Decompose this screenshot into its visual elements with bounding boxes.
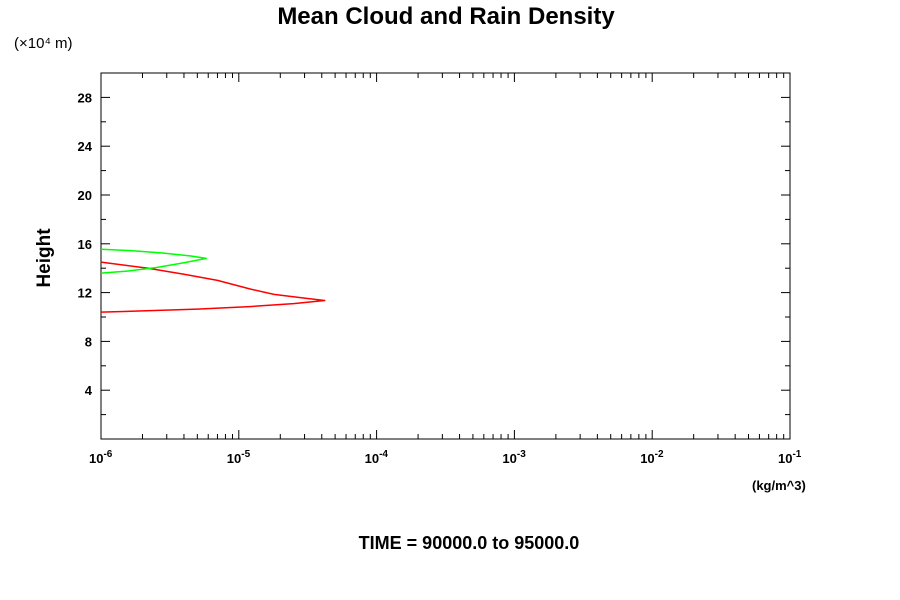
y-tick-label: 28 xyxy=(78,90,92,105)
series-line-2 xyxy=(100,248,207,274)
x-tick-label: 10-6 xyxy=(89,449,113,466)
time-range-label: TIME = 90000.0 to 95000.0 xyxy=(359,533,580,553)
axis-ticks xyxy=(100,73,791,439)
y-tick-label: 20 xyxy=(78,188,92,203)
y-tick-label: 24 xyxy=(78,139,93,154)
y-tick-label: 16 xyxy=(78,237,92,252)
y-tick-label: 12 xyxy=(78,286,92,301)
y-tick-labels: 4 8 12 16 20 24 28 xyxy=(78,90,93,398)
y-tick-label: 8 xyxy=(85,334,92,349)
x-axis-unit-label: (kg/m^3) xyxy=(752,478,806,493)
plot-frame xyxy=(100,72,791,440)
x-tick-label: 10-4 xyxy=(365,449,389,466)
x-tick-label: 10-2 xyxy=(640,449,664,466)
series-lines xyxy=(100,248,326,313)
series-line-1 xyxy=(100,261,326,313)
x-tick-label: 10-5 xyxy=(227,449,251,466)
chart-title: Mean Cloud and Rain Density xyxy=(277,3,615,30)
x-tick-label: 10-3 xyxy=(502,449,526,466)
y-axis-label: Height xyxy=(34,228,55,288)
y-tick-label: 4 xyxy=(85,383,93,398)
y-scale-label: (×10⁴ m) xyxy=(14,35,73,52)
x-tick-labels: 10-6 10-5 10-4 10-3 10-2 10-1 xyxy=(89,449,802,466)
x-tick-label: 10-1 xyxy=(778,449,802,466)
